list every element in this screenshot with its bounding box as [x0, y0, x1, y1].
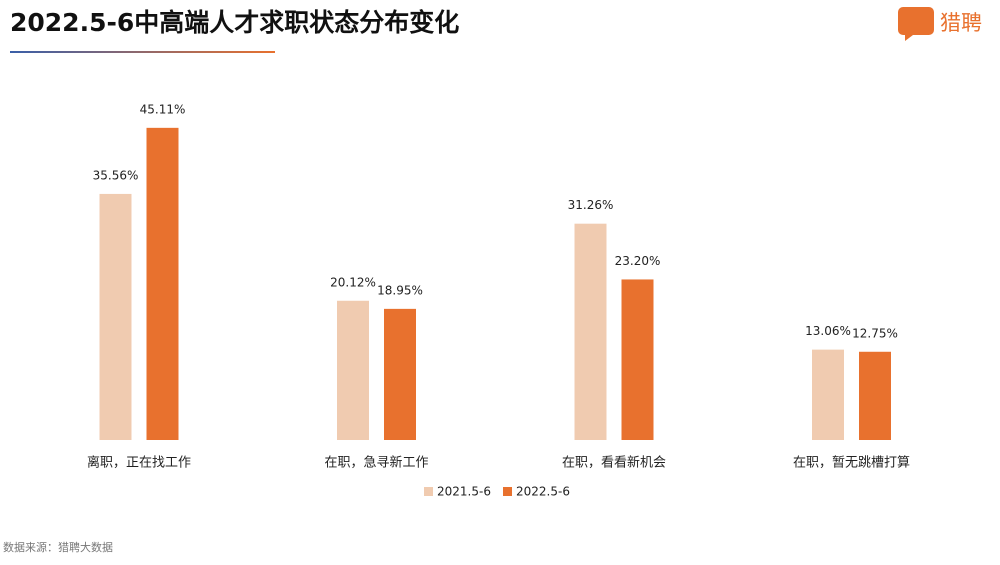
bar	[812, 349, 844, 440]
x-tick-label: 在职，暂无跳槽打算	[793, 456, 910, 471]
bar	[99, 193, 132, 440]
value-label: 18.95%	[377, 283, 423, 297]
x-tick-label: 离职，正在找工作	[87, 455, 191, 471]
value-label: 35.56%	[93, 168, 139, 182]
x-tick-label: 在职，看看新机会	[562, 455, 666, 471]
logo-icon	[898, 7, 934, 41]
title-underline	[10, 51, 275, 53]
logo-text: 猎聘	[940, 11, 982, 35]
legend-swatch	[424, 487, 433, 496]
bar	[574, 223, 607, 440]
legend-swatch	[503, 487, 512, 496]
chart-title: 2022.5-6中高端人才求职状态分布变化	[10, 8, 459, 37]
bar	[384, 308, 416, 440]
legend-label: 2021.5-6	[437, 485, 491, 499]
legend-label: 2022.5-6	[516, 485, 570, 499]
value-label: 12.75%	[852, 326, 898, 340]
bar	[337, 300, 369, 440]
value-label: 45.11%	[140, 102, 186, 116]
x-tick-label: 在职，急寻新工作	[324, 455, 428, 471]
bar	[859, 351, 891, 440]
value-label: 31.26%	[568, 198, 614, 212]
value-label: 23.20%	[615, 254, 661, 268]
value-label: 13.06%	[805, 324, 851, 338]
logo: 猎聘	[898, 7, 982, 41]
bar	[621, 279, 654, 440]
source: 数据来源：猎聘大数据	[3, 540, 113, 554]
bar	[146, 127, 179, 440]
value-label: 20.12%	[330, 275, 376, 289]
